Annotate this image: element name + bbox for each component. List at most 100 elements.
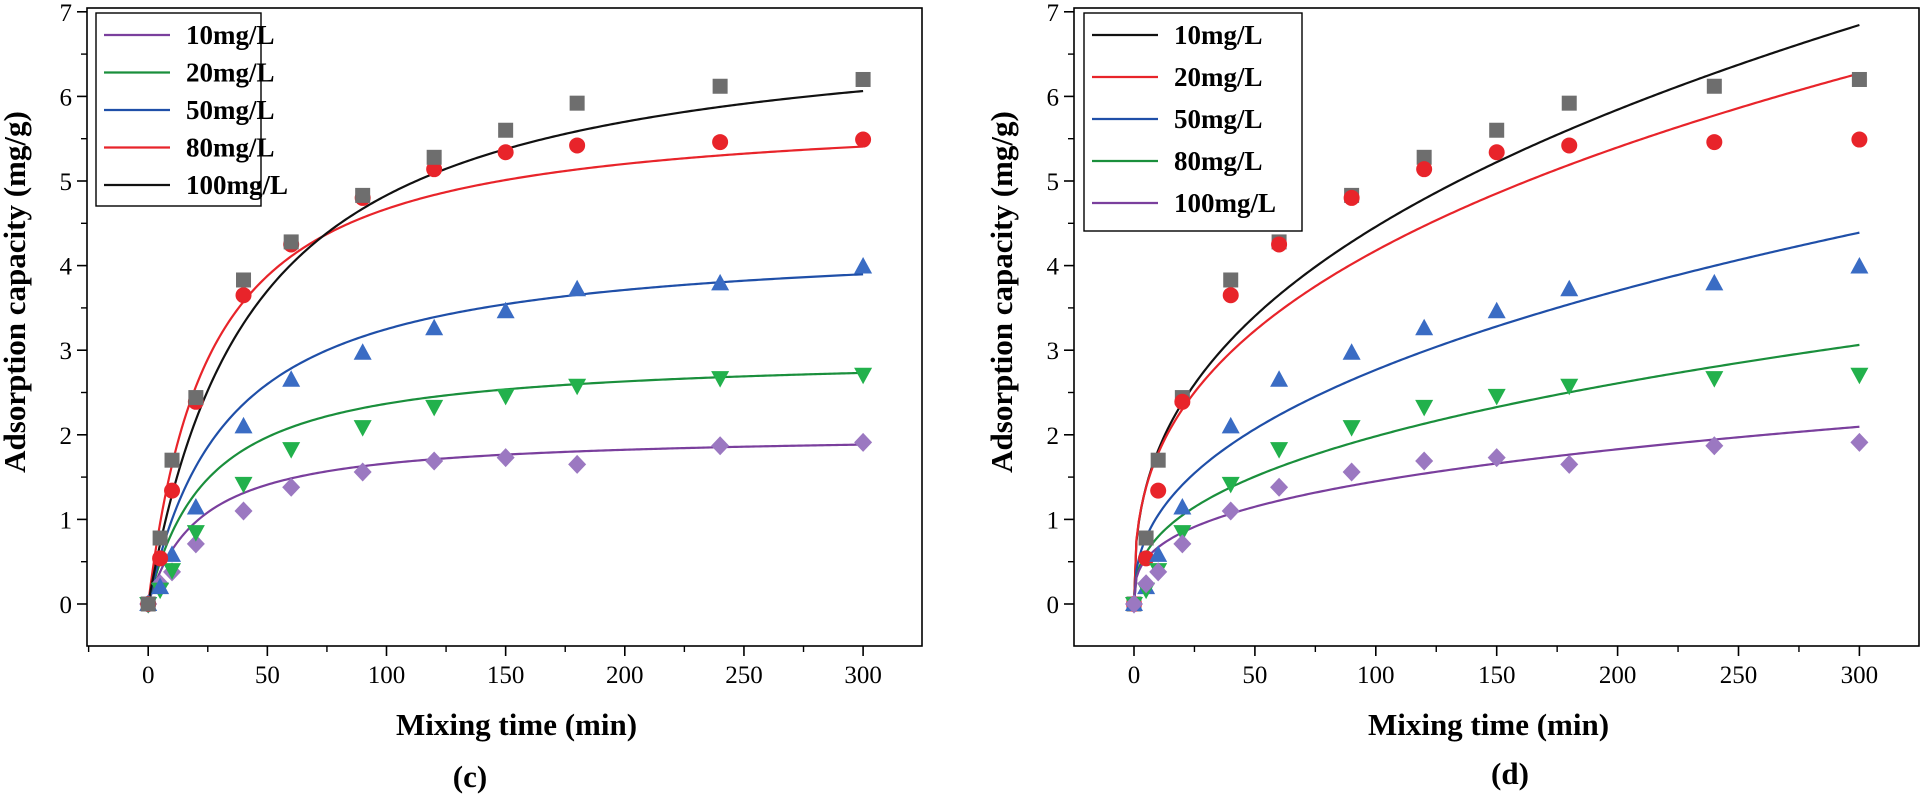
data-point xyxy=(1705,273,1724,291)
data-point xyxy=(1487,388,1506,406)
legend-label: 100mg/L xyxy=(1174,188,1276,218)
fit-curve-50mg-L xyxy=(1132,231,1860,605)
legend-label: 80mg/L xyxy=(186,133,275,163)
y-tick-label: 2 xyxy=(1047,423,1060,450)
y-axis-title: Adsorption capacity (mg/g) xyxy=(0,111,32,473)
data-point xyxy=(234,476,253,494)
panel-label: (d) xyxy=(1491,756,1529,791)
fit-curve-10mg-L xyxy=(147,443,864,605)
data-point xyxy=(1270,370,1289,387)
x-axis-title: Mixing time (min) xyxy=(1368,707,1609,742)
data-point xyxy=(1221,416,1240,434)
data-point xyxy=(1705,371,1724,388)
y-tick-label: 5 xyxy=(1047,169,1060,196)
data-point xyxy=(1415,318,1434,336)
legend-label: 50mg/L xyxy=(1174,104,1263,134)
fit-curve-10mg-L xyxy=(1132,23,1860,605)
data-point xyxy=(1561,137,1578,154)
data-point xyxy=(855,71,871,87)
series-points-10mg-L xyxy=(139,432,873,614)
data-point xyxy=(1415,399,1434,417)
data-point xyxy=(1850,367,1869,385)
data-point xyxy=(283,234,299,250)
data-point xyxy=(568,378,587,396)
data-point xyxy=(1342,420,1361,437)
legend-label: 20mg/L xyxy=(186,58,275,88)
data-point xyxy=(1342,343,1361,360)
data-point xyxy=(425,318,444,336)
x-tick-label: 300 xyxy=(844,662,882,689)
chart-panel-c: 0 50 100 150 200 250 300 0 1 2 3 4 5 6 7 Mixing time (m… xyxy=(0,0,923,794)
data-point xyxy=(1174,393,1191,410)
data-point xyxy=(1560,454,1579,474)
data-point xyxy=(140,596,156,612)
data-point xyxy=(152,530,168,546)
y-tick-label: 0 xyxy=(60,592,73,619)
data-point xyxy=(1150,452,1166,468)
data-point xyxy=(353,343,372,360)
y-tick-label: 7 xyxy=(1047,0,1060,27)
data-point xyxy=(1488,144,1505,161)
x-tick-label: 150 xyxy=(1478,662,1516,689)
data-point xyxy=(711,436,730,456)
data-point xyxy=(164,482,181,499)
data-point xyxy=(234,501,253,521)
data-point xyxy=(188,390,204,406)
data-point xyxy=(1173,525,1192,542)
data-point xyxy=(1270,442,1289,459)
data-point xyxy=(235,287,252,304)
panel-label: (c) xyxy=(453,759,487,794)
y-tick-label: 7 xyxy=(60,0,73,27)
data-point xyxy=(496,448,515,468)
data-point xyxy=(1138,550,1155,567)
legend-box xyxy=(1083,12,1303,232)
data-point xyxy=(426,149,442,165)
x-axis-title: Mixing time (min) xyxy=(396,707,637,742)
data-point xyxy=(1149,545,1168,562)
data-point xyxy=(234,416,253,434)
data-point xyxy=(497,144,514,161)
legend-label: 50mg/L xyxy=(186,95,275,125)
data-point xyxy=(1173,534,1192,554)
data-point xyxy=(1560,378,1579,396)
data-point xyxy=(236,272,252,288)
data-point xyxy=(712,134,729,151)
data-point xyxy=(569,95,585,111)
x-tick-label: 150 xyxy=(487,662,525,689)
data-point xyxy=(425,399,444,417)
y-tick-label: 1 xyxy=(1047,507,1060,534)
x-tick-label: 300 xyxy=(1841,662,1879,689)
x-tick-label: 200 xyxy=(1599,662,1637,689)
fit-curve-50mg-L xyxy=(147,273,864,605)
data-point xyxy=(1222,287,1239,304)
data-point xyxy=(1561,95,1577,111)
data-point xyxy=(496,301,515,319)
data-point xyxy=(1706,78,1722,94)
y-tick-label: 6 xyxy=(1047,84,1060,111)
data-point xyxy=(1125,594,1143,614)
data-point xyxy=(1137,574,1156,594)
data-point xyxy=(282,442,301,459)
x-tick-label: 100 xyxy=(368,662,406,689)
data-point xyxy=(1138,530,1154,546)
series-points-100mg-L xyxy=(140,71,871,612)
y-tick-label: 5 xyxy=(60,169,73,196)
series-points-100mg-L xyxy=(1125,432,1869,614)
data-point xyxy=(1221,501,1240,521)
x-tick-label: 50 xyxy=(1242,662,1267,689)
data-point xyxy=(1560,279,1579,297)
legend: 10mg/L 20mg/L 50mg/L 80mg/L 100mg/L xyxy=(1083,12,1303,232)
x-tick-label: 50 xyxy=(255,662,280,689)
legend-label: 100mg/L xyxy=(186,170,288,200)
data-point xyxy=(1415,451,1434,471)
fit-curve-20mg-L xyxy=(1132,72,1860,605)
data-point xyxy=(568,454,587,474)
data-point xyxy=(425,451,444,471)
legend: 10mg/L 20mg/L 50mg/L 80mg/L 100mg/L xyxy=(95,12,288,207)
chart-panel-d: 0 50 100 150 200 250 300 0 1 2 3 4 5 6 7 Mixing time (m… xyxy=(984,0,1920,791)
data-point xyxy=(426,161,443,178)
fit-curve-80mg-L xyxy=(147,145,864,605)
data-point xyxy=(569,137,586,154)
data-point xyxy=(1851,71,1867,87)
x-tick-label: 200 xyxy=(606,662,644,689)
